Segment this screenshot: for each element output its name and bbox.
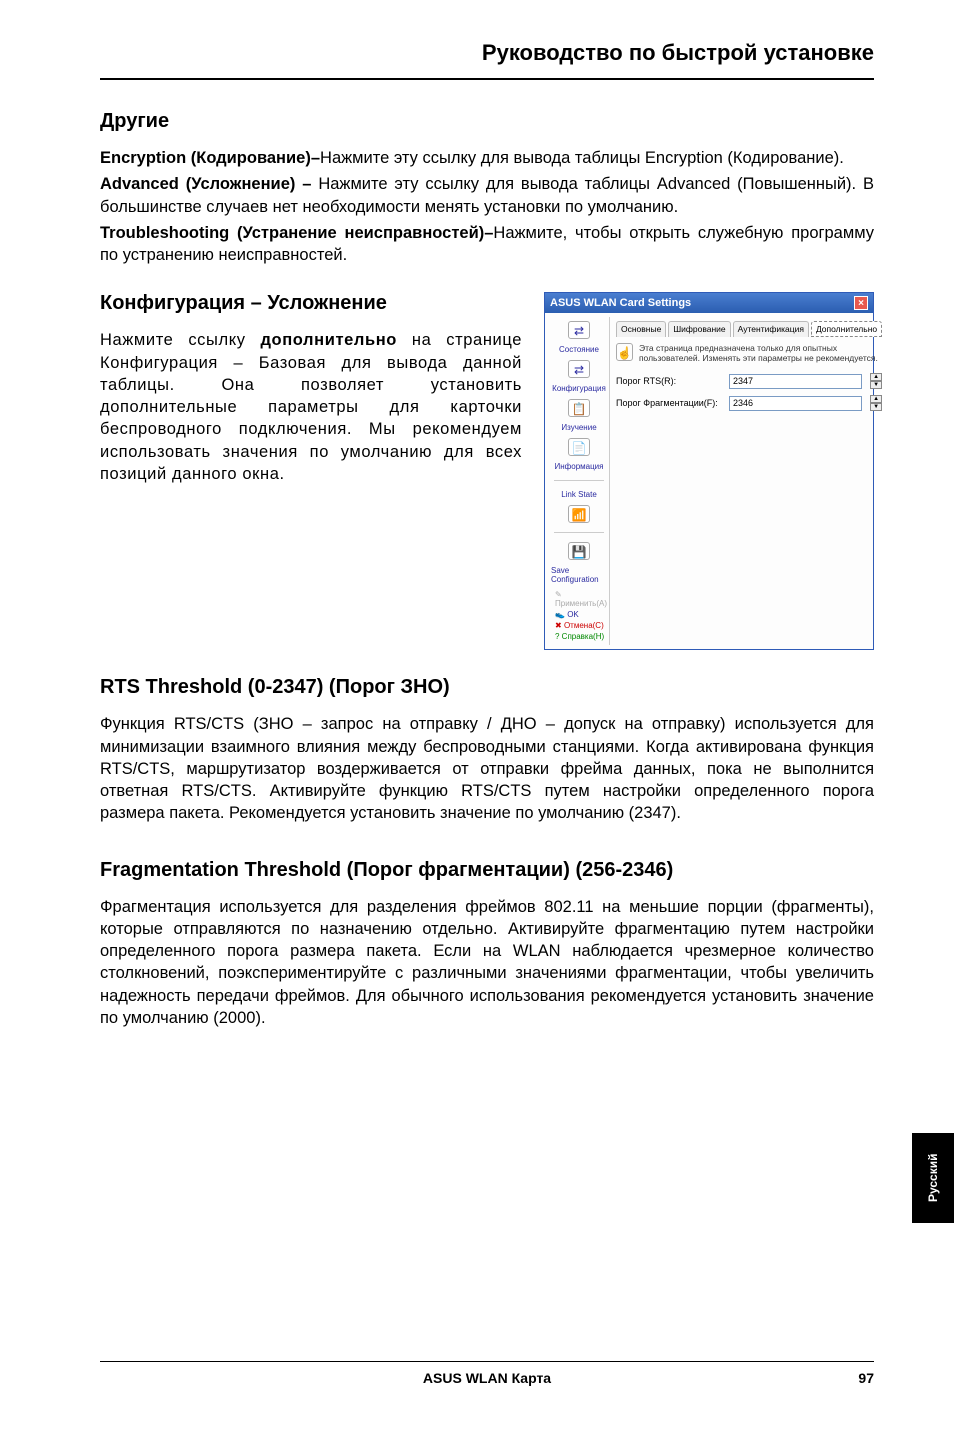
config-text-bold: дополнительно: [260, 331, 397, 349]
frag-spinner[interactable]: ▲▼: [870, 395, 882, 411]
page-footer: ASUS WLAN Карта 97: [100, 1361, 874, 1386]
dialog-title-text: ASUS WLAN Card Settings: [550, 297, 691, 309]
close-icon[interactable]: ×: [854, 296, 868, 310]
sidebar-item-info[interactable]: Информация: [555, 462, 604, 471]
encryption-text: Нажмите эту ссылку для вывода таблицы En…: [320, 149, 844, 167]
dialog-main: Основные Шифрование Аутентификация Допол…: [610, 317, 888, 645]
language-tab: Русский: [912, 1133, 954, 1223]
help-button[interactable]: ? Справка(H): [555, 632, 604, 641]
cancel-button[interactable]: ✖ Отмена(C): [555, 621, 604, 630]
frag-input[interactable]: [729, 396, 862, 411]
footer-center: ASUS WLAN Карта: [423, 1370, 551, 1386]
troubleshooting-label: Troubleshooting (Устранение неисправност…: [100, 224, 493, 242]
tab-auth[interactable]: Аутентификация: [733, 321, 809, 337]
sidebar-item-link: Link State: [561, 490, 597, 499]
apply-button: ✎ Применить(A): [555, 590, 607, 608]
tab-advanced[interactable]: Дополнительно: [811, 321, 882, 337]
rts-label: Порог RTS(R):: [616, 376, 721, 386]
survey-icon[interactable]: 📋: [568, 399, 590, 417]
paragraph: Encryption (Кодирование)–Нажмите эту ссы…: [100, 147, 874, 169]
rts-input[interactable]: [729, 374, 862, 389]
config-text-a: Нажмите ссылку: [100, 331, 260, 349]
tab-encryption[interactable]: Шифрование: [668, 321, 730, 337]
config-text-b: на странице Конфигурация – Базовая для в…: [100, 331, 522, 483]
frag-label: Порог Фрагментации(F):: [616, 398, 721, 408]
dialog-window: ASUS WLAN Card Settings × ⇄ Состояние ⇄ …: [544, 292, 874, 650]
sidebar-item-config[interactable]: Конфигурация: [552, 384, 606, 393]
tab-basic[interactable]: Основные: [616, 321, 666, 337]
encryption-label: Encryption (Кодирование)–: [100, 149, 320, 167]
dialog-note: ☝ Эта страница предназначена только для …: [616, 343, 882, 363]
dialog-note-text: Эта страница предназначена только для оп…: [639, 343, 882, 363]
section-heading-others: Другие: [100, 110, 874, 133]
config-paragraph: Нажмите ссылку дополнительно на странице…: [100, 329, 522, 485]
dialog-sidebar: ⇄ Состояние ⇄ Конфигурация 📋 Изучение 📄 …: [549, 317, 610, 645]
section-heading-rts: RTS Threshold (0-2347) (Порог ЗНО): [100, 676, 874, 699]
info-icon[interactable]: 📄: [568, 438, 590, 456]
advanced-label: Advanced (Усложнение) –: [100, 175, 318, 193]
state-icon[interactable]: ⇄: [568, 321, 590, 339]
config-icon[interactable]: ⇄: [568, 360, 590, 378]
section-heading-config: Конфигурация – Усложнение: [100, 292, 522, 315]
hand-icon: ☝: [616, 343, 633, 361]
sidebar-item-save[interactable]: Save Configuration: [551, 566, 607, 584]
sidebar-item-survey[interactable]: Изучение: [561, 423, 596, 432]
footer-page-number: 97: [858, 1370, 874, 1386]
paragraph: Advanced (Усложнение) – Нажмите эту ссыл…: [100, 173, 874, 218]
rts-paragraph: Функция RTS/CTS (ЗНО – запрос на отправк…: [100, 713, 874, 824]
dialog-titlebar[interactable]: ASUS WLAN Card Settings ×: [545, 293, 873, 313]
link-icon[interactable]: 📶: [568, 505, 590, 523]
ok-button[interactable]: 👟 OK: [555, 610, 579, 619]
section-heading-frag: Fragmentation Threshold (Порог фрагмента…: [100, 859, 874, 882]
rts-spinner[interactable]: ▲▼: [870, 373, 882, 389]
sidebar-item-state[interactable]: Состояние: [559, 345, 599, 354]
page-title: Руководство по быстрой установке: [100, 40, 874, 80]
paragraph: Troubleshooting (Устранение неисправност…: [100, 222, 874, 267]
frag-paragraph: Фрагментация используется для разделения…: [100, 896, 874, 1030]
save-icon[interactable]: 💾: [568, 542, 590, 560]
